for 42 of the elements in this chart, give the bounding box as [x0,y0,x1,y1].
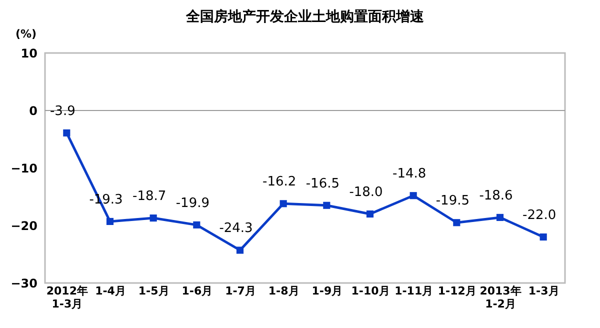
x-tick-label: 1-7月 [225,284,256,298]
point [540,233,547,241]
point [106,218,114,226]
y-tick-label: −10 [10,162,38,176]
x-tick-label: 1-8月 [268,284,300,298]
point [236,246,244,254]
data-label: -19.5 [436,194,470,209]
x-tick-label: 1-9月 [312,284,343,298]
y-tick-label: −20 [10,219,38,233]
data-label: -18.6 [479,188,513,204]
x-tick-label: 1-6月 [182,284,213,298]
y-tick-label: 0 [29,104,38,118]
data-label: -22.0 [522,208,556,223]
data-label: -14.8 [392,166,426,182]
x-tick-label: 1-3月 [528,284,560,298]
y-axis-title: (%) [16,28,37,40]
data-label: -18.7 [132,189,166,204]
data-label: -3.9 [50,104,76,119]
point [410,192,417,200]
point [366,210,374,218]
point [453,219,460,226]
data-label: -16.2 [262,174,296,190]
x-tick-label: 1-10月 [351,284,390,298]
data-label: -18.0 [349,185,383,200]
x-tick-label: 1-4月 [95,284,126,298]
point [150,214,157,222]
y-tick-label: −30 [10,276,38,290]
data-label: -24.3 [219,221,253,236]
x-tick-label: 1-5月 [138,284,170,298]
x-tick-label: 1-12月 [438,284,476,298]
x-tick-label: 2012年 1-3月 [46,284,88,310]
x-tick-label: 2013年 1-2月 [480,284,522,310]
point [496,214,504,221]
y-tick-label: 10 [20,46,38,60]
x-tick-label: 1-11月 [394,284,434,298]
data-label: -19.9 [176,196,210,211]
point [193,221,200,228]
data-label: -16.5 [306,176,340,192]
point [323,202,330,209]
point [63,129,70,136]
chart-title: 全国房地产开发企业土地购置面积增速 [185,8,425,25]
point [280,200,287,208]
